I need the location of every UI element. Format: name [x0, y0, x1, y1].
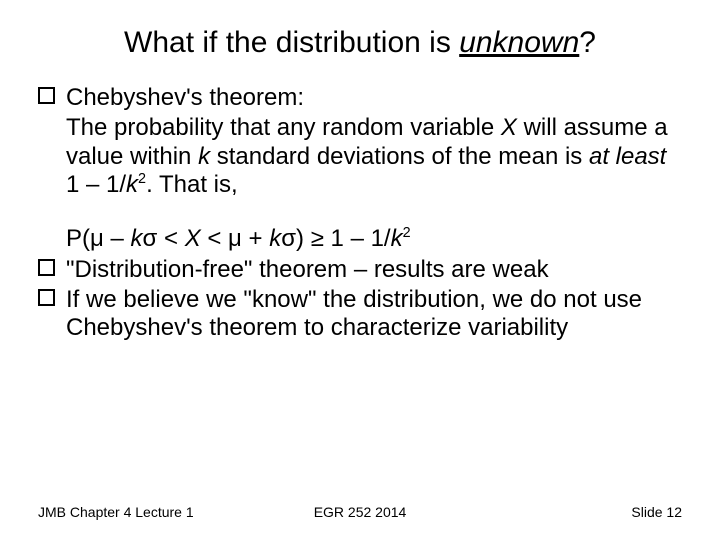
sup-1: 2 — [138, 171, 146, 187]
footer-right: Slide 12 — [631, 504, 682, 520]
fa: P(μ – — [66, 225, 131, 252]
checkbox-icon — [38, 87, 55, 104]
p1-X: X — [501, 114, 517, 141]
title-pre: What if the distribution is — [124, 26, 459, 59]
spacer — [38, 201, 682, 225]
footer-center: EGR 252 2014 — [0, 504, 720, 520]
fks2: k — [269, 225, 281, 252]
fb: < — [157, 225, 184, 252]
fs2: σ — [281, 225, 296, 252]
fs1: σ — [143, 225, 158, 252]
checkbox-icon — [38, 259, 55, 276]
bullet-3: If we believe we "know" the distribution… — [38, 286, 682, 343]
p1-k: k — [198, 143, 210, 170]
bullet-1-text: Chebyshev's theorem: — [66, 84, 304, 111]
checkbox-icon — [38, 289, 55, 306]
bullet-1: Chebyshev's theorem: — [38, 84, 682, 112]
slide: What if the distribution is unknown? Che… — [0, 0, 720, 540]
bullet-2: "Distribution-free" theorem – results ar… — [38, 256, 682, 284]
p1e: . That is, — [146, 171, 238, 198]
fk: k — [391, 225, 403, 252]
fc: < μ + — [201, 225, 270, 252]
p1c: standard deviations of the mean is — [210, 143, 589, 170]
formula-line: P(μ – kσ < X < μ + kσ) ≥ 1 – 1/k2 — [38, 225, 682, 253]
p1d: 1 – 1/ — [66, 171, 126, 198]
title-emph: unknown — [459, 26, 579, 59]
p1-k2: k — [126, 171, 138, 198]
fd: ) ≥ 1 – 1/ — [296, 225, 391, 252]
para-1: The probability that any random variable… — [38, 114, 682, 199]
fX: X — [185, 225, 201, 252]
fks1: k — [131, 225, 143, 252]
p1a: The probability that any random variable — [66, 114, 501, 141]
bullet-2-text: "Distribution-free" theorem – results ar… — [66, 256, 549, 283]
p1-atleast: at least — [589, 143, 666, 170]
slide-title: What if the distribution is unknown? — [38, 26, 682, 60]
bullet-3-text: If we believe we "know" the distribution… — [66, 286, 642, 341]
slide-body: Chebyshev's theorem: The probability tha… — [38, 84, 682, 343]
title-post: ? — [579, 26, 596, 59]
sup-2: 2 — [403, 225, 411, 241]
